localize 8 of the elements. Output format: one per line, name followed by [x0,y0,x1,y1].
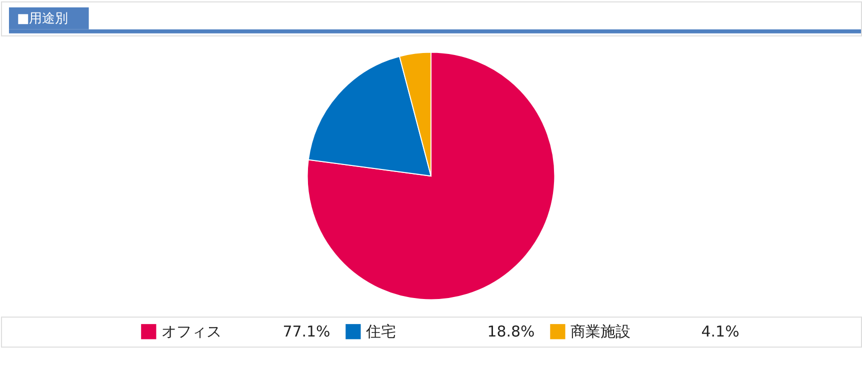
data-label: 4.1% [701,322,740,341]
data-label: 18.8% [487,322,535,341]
legend-label: 住宅 [365,322,396,341]
legend-label: 商業施設 [570,322,631,341]
pie-slice [306,52,556,300]
legend-label: オフィス [162,322,222,341]
chart-title: ■用途別 [16,11,68,26]
data-label: 77.1% [282,322,330,341]
